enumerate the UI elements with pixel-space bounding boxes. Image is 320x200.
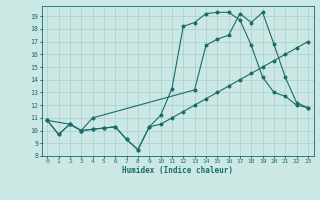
- X-axis label: Humidex (Indice chaleur): Humidex (Indice chaleur): [122, 166, 233, 175]
